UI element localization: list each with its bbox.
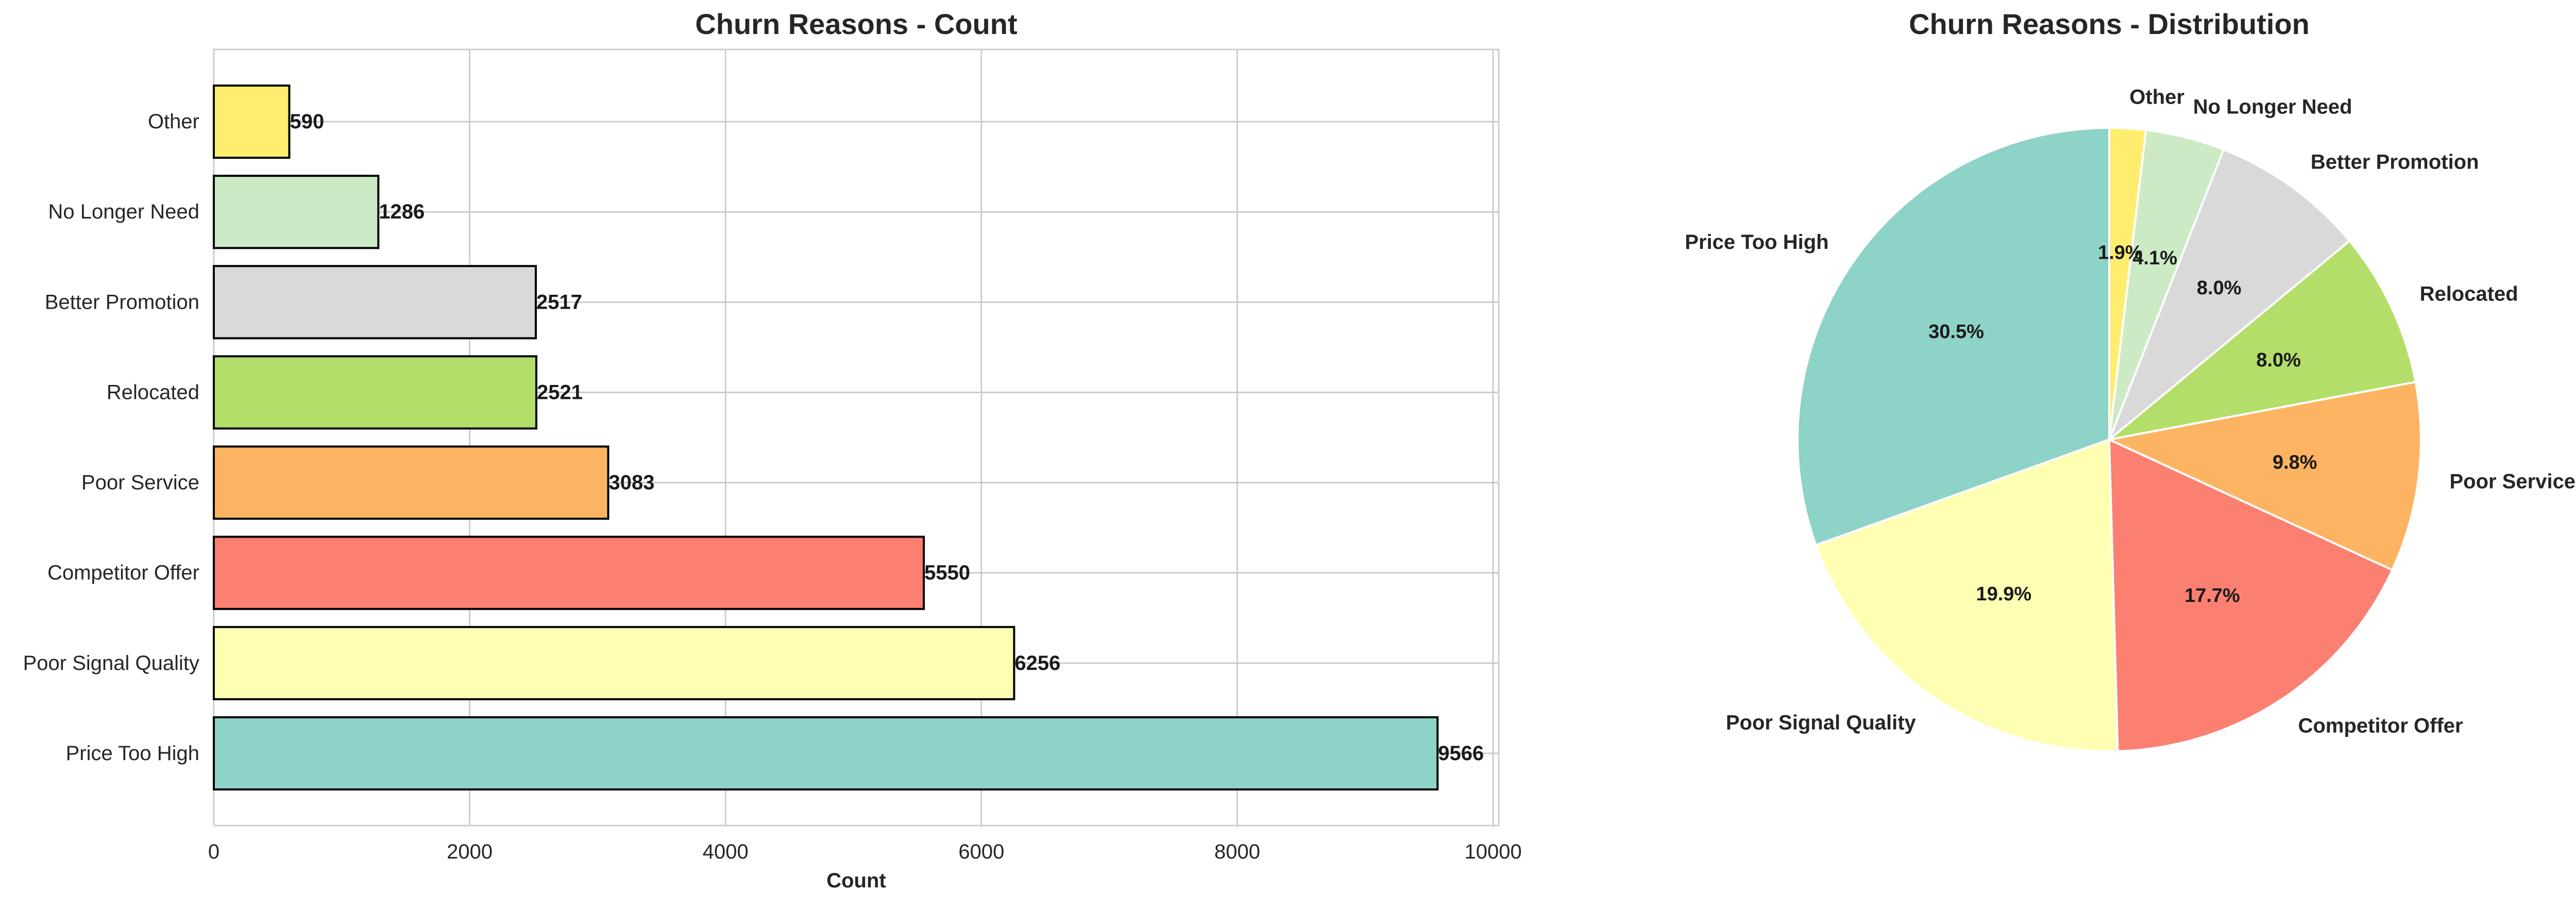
bar-x-tick-label: 8000: [1214, 840, 1260, 863]
bar-data-label: 2521: [537, 381, 583, 403]
pie-labels: Price Too High Poor Signal Quality Competi…: [1685, 86, 2575, 737]
pie-label: Relocated: [2420, 282, 2518, 305]
bar-chart: 9566 6256 5550 3083 2521 2517 1286 590 Price To…: [23, 8, 1522, 892]
bar-series: [213, 85, 1439, 791]
pie-label: Poor Service: [2449, 470, 2575, 493]
bar-data-labels: 9566 6256 5550 3083 2521 2517 1286 590: [290, 110, 1484, 765]
bar-x-tick-labels: 0 2000 4000 6000 8000 10000: [208, 840, 1522, 863]
bar-y-tick-label: Poor Service: [81, 472, 199, 494]
pie-chart-title: Churn Reasons - Distribution: [1909, 8, 2310, 40]
bar-competitor-offer: [213, 535, 925, 610]
pie-pct-label: 1.9%: [2098, 242, 2143, 264]
bar-y-tick-label: No Longer Need: [48, 200, 199, 223]
bar-poor-service: [213, 445, 609, 520]
pie-pct-label: 4.1%: [2132, 247, 2177, 269]
pie-pct-label: 8.0%: [2197, 277, 2242, 299]
pie-slice-poor-service: [2108, 381, 2422, 571]
bar-data-label: 5550: [924, 562, 970, 584]
pie-pct-label: 30.5%: [1928, 321, 1984, 343]
bar-y-tick-labels: Price Too High Poor Signal Quality Competi…: [23, 110, 199, 765]
bar-y-tick-label: Competitor Offer: [47, 562, 199, 584]
bar-y-tick-label: Poor Signal Quality: [23, 652, 199, 675]
pie-slice-relocated: [2108, 240, 2417, 441]
pie-label: Poor Signal Quality: [1726, 712, 1917, 734]
bar-data-label: 1286: [379, 200, 425, 223]
bar-data-label: 6256: [1014, 652, 1060, 675]
pie-pct-label: 19.9%: [1976, 583, 2031, 605]
bar-x-axis-label: Count: [826, 869, 886, 892]
bar-x-tick-label: 6000: [958, 840, 1004, 863]
pie-slice-better-promotion: [2108, 148, 2351, 441]
bar-data-label: 3083: [609, 472, 655, 494]
pie-label: Better Promotion: [2311, 150, 2479, 173]
bar-x-tick-label: 4000: [703, 840, 749, 863]
pie-slice-other: [2108, 127, 2147, 441]
bar-relocated: [213, 355, 537, 430]
bar-data-label: 590: [290, 110, 325, 133]
pie-slices: [1797, 127, 2422, 752]
bar-x-tick-label: 10000: [1464, 840, 1521, 863]
bar-price-too-high: [213, 716, 1439, 791]
bar-poor-signal-quality: [213, 626, 1015, 700]
bar-better-promotion: [213, 265, 537, 340]
pie-pct-labels: 30.5% 19.9% 17.7% 9.8% 8.0% 8.0% 4.1%1.9%: [1928, 242, 2317, 607]
bar-y-tick-label: Relocated: [107, 381, 199, 403]
bar-y-tick-label: Price Too High: [66, 742, 199, 765]
bar-y-tick-label: Better Promotion: [45, 291, 199, 313]
pie-slice-poor-signal-quality: [1815, 439, 2119, 752]
bar-x-tick-label: 0: [208, 840, 219, 863]
bar-chart-title: Churn Reasons - Count: [695, 8, 1017, 40]
bar-plot-area: [213, 48, 1500, 827]
pie-label: Other: [2129, 86, 2184, 109]
bar-y-tick-label: Other: [148, 110, 199, 133]
pie-pct-label: 17.7%: [2184, 585, 2240, 607]
pie-slice-competitor-offer: [2108, 439, 2394, 752]
pie-chart: Churn Reasons - Distribution Price Too H…: [1685, 8, 2575, 752]
bar-data-label: 2517: [536, 291, 582, 313]
pie-slice-price-too-high: [1797, 127, 2110, 546]
bar-data-label: 9566: [1438, 742, 1484, 765]
pie-label: No Longer Need: [2193, 96, 2352, 119]
bar-x-tick-label: 2000: [447, 840, 493, 863]
bar-no-longer-need: [213, 175, 380, 249]
bar-other: [213, 85, 291, 159]
pie-pct-label: 9.8%: [2273, 451, 2317, 473]
pie-pct-label: 8.0%: [2256, 349, 2301, 371]
pie-label: Competitor Offer: [2298, 714, 2463, 737]
pie-label: Price Too High: [1685, 231, 1828, 254]
